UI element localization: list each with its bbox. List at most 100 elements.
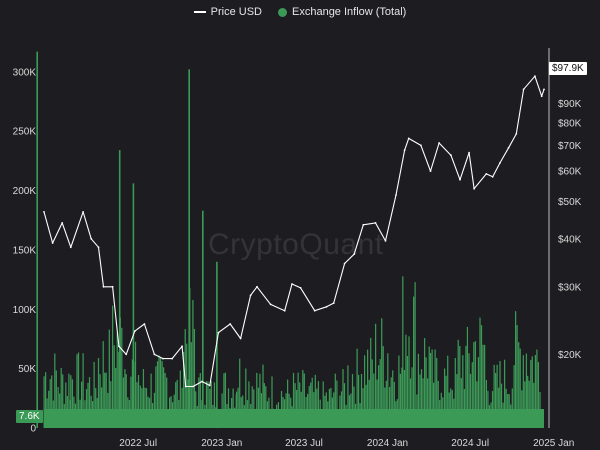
inflow-bar bbox=[314, 374, 316, 428]
inflow-bar bbox=[297, 372, 299, 428]
inflow-bar bbox=[156, 361, 159, 428]
inflow-bar bbox=[45, 372, 47, 428]
inflow-bar bbox=[175, 382, 177, 428]
inflow-bar bbox=[370, 337, 372, 428]
inflow-bar bbox=[474, 341, 477, 428]
inflow-bar bbox=[330, 387, 332, 428]
price-point bbox=[491, 175, 494, 178]
inflow-bar bbox=[375, 323, 377, 428]
price-point bbox=[299, 287, 302, 289]
right-axis: $20K $30K $40K $50K $60K $70K $80K $90K bbox=[558, 99, 582, 361]
inflow-bar bbox=[445, 375, 447, 428]
inflow-bar bbox=[131, 359, 134, 428]
inflow-bar bbox=[495, 373, 497, 428]
price-point bbox=[515, 133, 518, 135]
inflow-bar bbox=[479, 317, 481, 428]
inflow-bar bbox=[263, 383, 265, 428]
price-point bbox=[217, 331, 220, 334]
inflow-bar bbox=[343, 383, 346, 428]
x-axis: 2022 Jul 2023 Jan 2023 Jul 2024 Jan 2024 Jul… bbox=[119, 438, 574, 449]
current-inflow-tag: 7.6K bbox=[16, 410, 43, 423]
inflow-bar bbox=[245, 368, 247, 428]
price-point bbox=[283, 309, 286, 312]
inflow-bar bbox=[360, 374, 363, 428]
inflow-bar bbox=[161, 361, 163, 428]
right-tick-label: $30K bbox=[558, 282, 582, 293]
x-tick-label: 2023 Jan bbox=[201, 438, 242, 449]
inflow-bar bbox=[533, 382, 535, 428]
legend-item-inflow[interactable]: Exchange Inflow (Total) bbox=[278, 6, 406, 18]
price-point bbox=[522, 88, 525, 91]
current-price-tag: $97.9K bbox=[549, 62, 587, 75]
inflow-bar bbox=[190, 342, 192, 428]
inflow-bar bbox=[299, 382, 301, 428]
price-point bbox=[118, 345, 120, 348]
inflow-bar bbox=[328, 389, 331, 428]
inflow-bar bbox=[393, 381, 395, 428]
inflow-bar bbox=[411, 367, 413, 428]
right-tick-label: $90K bbox=[558, 99, 582, 110]
inflow-bar bbox=[93, 361, 95, 428]
price-point bbox=[459, 178, 461, 181]
inflow-bar bbox=[536, 349, 538, 428]
inflow-bar bbox=[87, 382, 89, 428]
x-tick-label: 2023 Jul bbox=[285, 438, 323, 449]
inflow-bar bbox=[205, 381, 208, 428]
inflow-bar bbox=[376, 379, 378, 428]
left-tick-label: 0 bbox=[30, 424, 36, 435]
inflow-bar bbox=[498, 387, 500, 428]
inflow-bar bbox=[422, 378, 424, 428]
inflow-bar bbox=[511, 388, 513, 428]
inflow-bar bbox=[390, 377, 392, 428]
price-point bbox=[239, 337, 242, 340]
left-tick-label: 200K bbox=[13, 186, 37, 197]
inflow-bar bbox=[237, 387, 239, 428]
price-point bbox=[111, 285, 114, 288]
inflow-bar bbox=[158, 355, 160, 428]
inflow-bar bbox=[450, 388, 452, 428]
price-point bbox=[201, 380, 203, 383]
price-point bbox=[362, 223, 365, 226]
inflow-bar bbox=[484, 344, 486, 428]
price-point bbox=[102, 285, 105, 288]
inflow-bar bbox=[460, 378, 462, 428]
inflow-bar bbox=[198, 377, 200, 428]
inflow-bar bbox=[459, 346, 461, 428]
price-point bbox=[473, 187, 475, 190]
inflow-bar bbox=[164, 373, 166, 428]
inflow-bar bbox=[76, 354, 78, 428]
inflow-bars bbox=[36, 51, 544, 429]
inflow-bar bbox=[287, 379, 289, 428]
inflow-bar bbox=[454, 358, 456, 428]
inflow-bar bbox=[356, 348, 358, 428]
legend: Price USD Exchange Inflow (Total) bbox=[0, 6, 600, 18]
price-point bbox=[171, 357, 174, 360]
inflow-bar bbox=[159, 357, 162, 428]
inflow-bar bbox=[462, 355, 464, 428]
price-point bbox=[133, 330, 136, 332]
inflow-bar bbox=[136, 382, 138, 428]
inflow-bar bbox=[68, 373, 70, 428]
price-point bbox=[353, 253, 356, 256]
legend-label-inflow: Exchange Inflow (Total) bbox=[292, 6, 407, 18]
price-point bbox=[374, 222, 377, 224]
price-point bbox=[192, 385, 194, 388]
inflow-bar bbox=[51, 375, 53, 428]
legend-item-price[interactable]: Price USD bbox=[193, 6, 262, 18]
price-point bbox=[395, 194, 397, 196]
inflow-bar bbox=[496, 364, 498, 428]
inflow-bar bbox=[433, 382, 435, 428]
inflow-bar bbox=[469, 373, 472, 428]
price-point bbox=[540, 95, 543, 98]
price-point bbox=[543, 88, 545, 91]
price-point bbox=[507, 146, 510, 149]
inflow-bar bbox=[513, 365, 515, 428]
inflow-bar bbox=[137, 375, 140, 428]
inflow-bar bbox=[60, 368, 62, 428]
price-point bbox=[485, 173, 488, 175]
inflow-bar bbox=[504, 359, 506, 428]
inflow-bar bbox=[465, 345, 467, 428]
price-point bbox=[69, 246, 72, 249]
inflow-bar bbox=[294, 383, 296, 428]
